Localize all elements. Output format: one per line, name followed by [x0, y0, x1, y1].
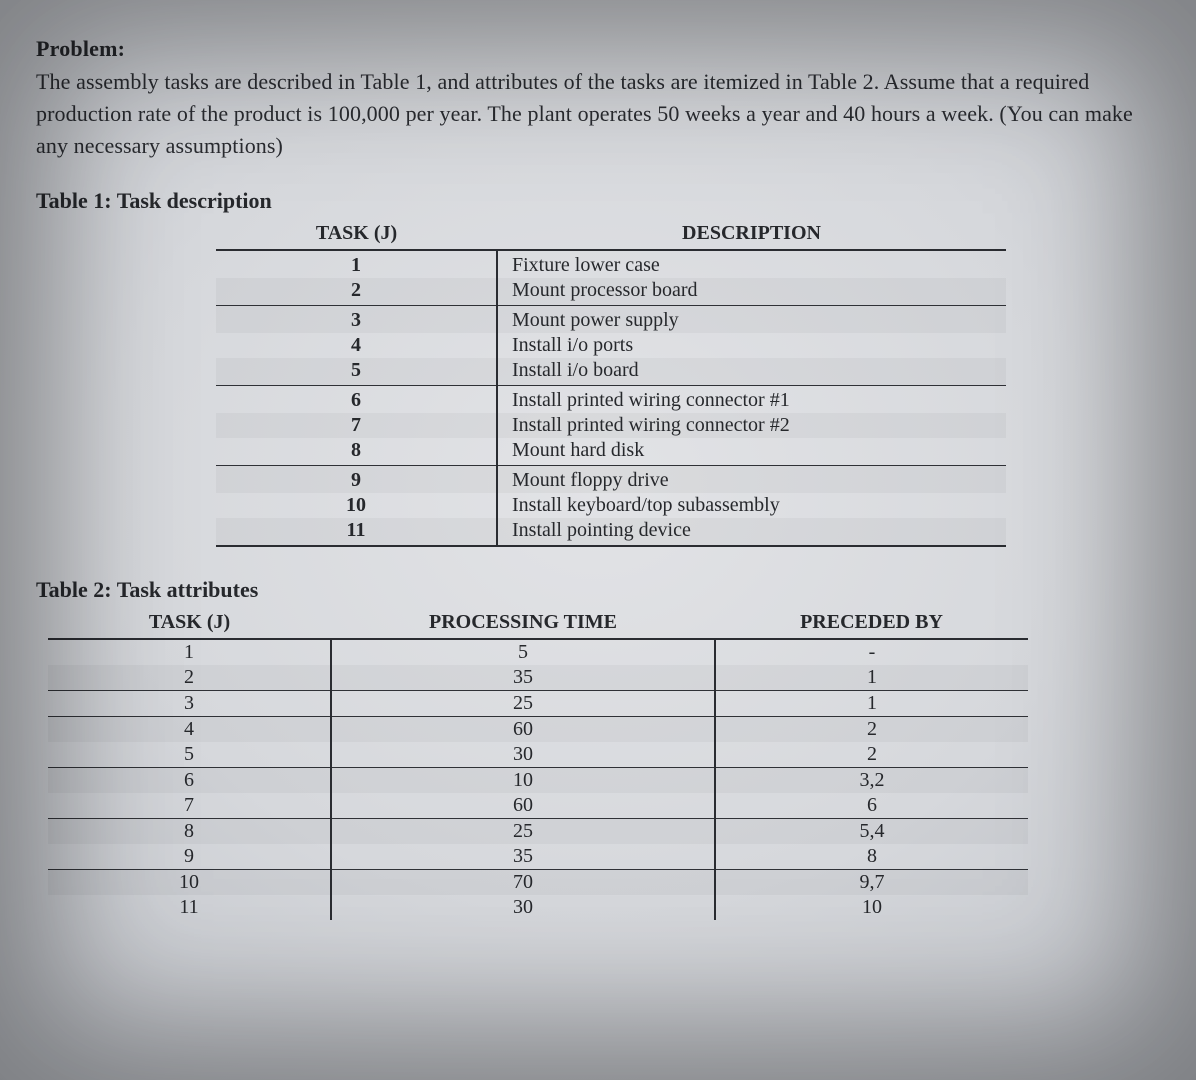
table2-col-prec: PRECEDED BY	[715, 609, 1028, 639]
table1-group: 1Fixture lower case2Mount processor boar…	[216, 250, 1006, 306]
table2-ptime-cell: 5	[331, 639, 715, 665]
table1-task-cell: 1	[216, 250, 497, 278]
table1-desc-cell: Install keyboard/top subassembly	[497, 493, 1006, 518]
table-row: 10Install keyboard/top subassembly	[216, 493, 1006, 518]
table-row: 9358	[48, 844, 1028, 870]
table2-task-cell: 11	[48, 895, 331, 920]
table1-task-cell: 7	[216, 413, 497, 438]
table1-desc-cell: Install printed wiring connector #2	[497, 413, 1006, 438]
table1-group: 3Mount power supply4Install i/o ports5In…	[216, 305, 1006, 385]
table1-task-cell: 9	[216, 465, 497, 493]
problem-body: The assembly tasks are described in Tabl…	[36, 66, 1156, 162]
table2-prec-cell: 1	[715, 665, 1028, 691]
table2-prec-cell: 9,7	[715, 869, 1028, 895]
table1-task-cell: 5	[216, 358, 497, 386]
table-row: 113010	[48, 895, 1028, 920]
table2-ptime-cell: 25	[331, 690, 715, 716]
table2-ptime-cell: 60	[331, 716, 715, 742]
table-row: 1Fixture lower case	[216, 250, 1006, 278]
table2-prec-cell: 2	[715, 716, 1028, 742]
table2-col-task: TASK (J)	[48, 609, 331, 639]
table2-body: 15-23513251460253026103,276068255,493581…	[48, 639, 1028, 920]
table2-ptime-cell: 60	[331, 793, 715, 819]
table1-desc-cell: Mount power supply	[497, 305, 1006, 333]
table-row: 8Mount hard disk	[216, 438, 1006, 466]
table-row: 10709,7	[48, 869, 1028, 895]
table1-caption: Table 1: Task description	[36, 188, 1162, 214]
table1-desc-cell: Install pointing device	[497, 518, 1006, 546]
table1-task-cell: 2	[216, 278, 497, 306]
table1-task-cell: 8	[216, 438, 497, 466]
page: Problem: The assembly tasks are describe…	[0, 0, 1196, 1080]
table-row: 11Install pointing device	[216, 518, 1006, 546]
table2-ptime-cell: 30	[331, 895, 715, 920]
table2-task-cell: 9	[48, 844, 331, 870]
table1-desc-cell: Mount hard disk	[497, 438, 1006, 466]
table1-task-cell: 4	[216, 333, 497, 358]
table1-group: 9Mount floppy drive10Install keyboard/to…	[216, 465, 1006, 546]
table1-col-task: TASK (J)	[216, 220, 497, 250]
table2-ptime-cell: 35	[331, 665, 715, 691]
table1-task-cell: 10	[216, 493, 497, 518]
table2-prec-cell: 6	[715, 793, 1028, 819]
table-row: 15-	[48, 639, 1028, 665]
table-row: 2Mount processor board	[216, 278, 1006, 306]
table-row: 9Mount floppy drive	[216, 465, 1006, 493]
table2-ptime-cell: 10	[331, 767, 715, 793]
table-row: 3Mount power supply	[216, 305, 1006, 333]
table2-task-cell: 7	[48, 793, 331, 819]
table-row: 7Install printed wiring connector #2	[216, 413, 1006, 438]
table-row: 5302	[48, 742, 1028, 768]
table2-task-cell: 8	[48, 818, 331, 844]
table-row: 8255,4	[48, 818, 1028, 844]
table-row: 6103,2	[48, 767, 1028, 793]
table2-task-cell: 4	[48, 716, 331, 742]
table2-task-cell: 1	[48, 639, 331, 665]
table2-col-ptime: PROCESSING TIME	[331, 609, 715, 639]
table2: TASK (J) PROCESSING TIME PRECEDED BY 15-…	[48, 609, 1028, 920]
table2-caption: Table 2: Task attributes	[36, 577, 1162, 603]
table-row: 7606	[48, 793, 1028, 819]
table2-prec-cell: 1	[715, 690, 1028, 716]
table1-desc-cell: Mount floppy drive	[497, 465, 1006, 493]
table-row: 4Install i/o ports	[216, 333, 1006, 358]
table2-ptime-cell: 30	[331, 742, 715, 768]
table2-task-cell: 3	[48, 690, 331, 716]
table2-task-cell: 6	[48, 767, 331, 793]
table2-wrap: TASK (J) PROCESSING TIME PRECEDED BY 15-…	[48, 609, 1028, 920]
table-row: 4602	[48, 716, 1028, 742]
table1-col-description: DESCRIPTION	[497, 220, 1006, 250]
table-row: 3251	[48, 690, 1028, 716]
table1-desc-cell: Install printed wiring connector #1	[497, 385, 1006, 413]
table2-ptime-cell: 70	[331, 869, 715, 895]
table2-ptime-cell: 35	[331, 844, 715, 870]
table2-ptime-cell: 25	[331, 818, 715, 844]
table1-task-cell: 6	[216, 385, 497, 413]
table1-task-cell: 11	[216, 518, 497, 546]
table-row: 5Install i/o board	[216, 358, 1006, 386]
table2-prec-cell: 3,2	[715, 767, 1028, 793]
table1-desc-cell: Fixture lower case	[497, 250, 1006, 278]
table1-task-cell: 3	[216, 305, 497, 333]
table2-task-cell: 5	[48, 742, 331, 768]
table1-desc-cell: Mount processor board	[497, 278, 1006, 306]
problem-heading: Problem:	[36, 36, 1162, 62]
table2-prec-cell: 5,4	[715, 818, 1028, 844]
table1-desc-cell: Install i/o board	[497, 358, 1006, 386]
table2-prec-cell: 8	[715, 844, 1028, 870]
table1-wrap: TASK (J) DESCRIPTION 1Fixture lower case…	[216, 220, 1006, 547]
table-row: 2351	[48, 665, 1028, 691]
table2-prec-cell: 10	[715, 895, 1028, 920]
table2-task-cell: 2	[48, 665, 331, 691]
table-row: 6Install printed wiring connector #1	[216, 385, 1006, 413]
table2-task-cell: 10	[48, 869, 331, 895]
table1-desc-cell: Install i/o ports	[497, 333, 1006, 358]
table2-prec-cell: 2	[715, 742, 1028, 768]
table1: TASK (J) DESCRIPTION 1Fixture lower case…	[216, 220, 1006, 547]
table1-group: 6Install printed wiring connector #17Ins…	[216, 385, 1006, 465]
table2-prec-cell: -	[715, 639, 1028, 665]
